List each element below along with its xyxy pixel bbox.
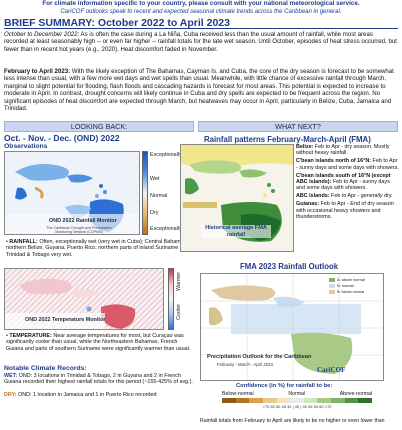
legend-cooler: Cooler (176, 304, 182, 320)
outlook-map: A: above normal N: normal B: below norma… (200, 273, 384, 381)
wet-text: OND: 3 locations in Trinidad & Tobago, 2… (4, 373, 193, 386)
rainfall-summary: • RAINFALL: Often, exceptionally wet (ve… (6, 239, 188, 258)
rainfall-text: Often, exceptionally wet (very wet in Cu… (6, 239, 188, 258)
confidence-above: Above-normal (339, 391, 372, 397)
outlook-map-legend: A: above normal N: normal B: below norma… (337, 277, 365, 295)
confidence-categories: Below-normal Normal Above-normal (222, 391, 372, 397)
region-belize: Belize: Feb to Apr - dry season. Mostly … (296, 144, 400, 157)
legend-dry: Dry (150, 210, 159, 216)
outlook-legend-normal: N: normal (337, 284, 354, 288)
belize-shape (15, 187, 27, 200)
temperature-summary: • TEMPERATURE: Near average temperatures… (6, 333, 191, 352)
region-north-16-text: Feb to Apr - sunny days and some days wi… (296, 158, 399, 171)
legend-exceptionally-dry: Exceptionally dry (150, 226, 191, 232)
wet-record: WET: OND: 3 locations in Trinidad & Toba… (4, 373, 194, 386)
region-guianas-text: Feb to Apr - End of dry season with occa… (296, 201, 394, 221)
temperature-text: Near average temperatures for most, but … (6, 333, 191, 352)
rainfall-map-credit: The Caribbean Drought and Precipitation … (46, 226, 112, 234)
region-south-16-name: C'bean islands south of 16°N (except ABC… (296, 172, 391, 186)
outlook-legend-below: B: below normal (337, 290, 365, 294)
ond-title: Oct. - Nov. - Dec. (OND) 2022 (4, 133, 120, 143)
region-guianas: Guianas: Feb to Apr - End of dry season … (296, 201, 400, 220)
summary-1-lead: October to December 2022: (4, 31, 80, 38)
region-abc-name: ABC Islands: (296, 193, 330, 200)
rainfall-legend-bar (142, 151, 148, 235)
region-south-16: C'bean islands south of 16°N (except ABC… (296, 173, 400, 192)
legend-normal: Normal (150, 193, 168, 199)
legend-wet: Wet (150, 176, 160, 182)
region-south-16-text: Feb to Apr - sunny days and some days wi… (296, 179, 390, 192)
page-title: BRIEF SUMMARY: October 2022 to April 202… (4, 17, 398, 29)
region-guianas-name: Guianas: (296, 201, 320, 208)
summary-paragraph-1: October to December 2022: As is often th… (4, 31, 398, 53)
rainfall-map-svg (5, 152, 139, 234)
region-list: Belize: Feb to Apr - dry season. Mostly … (296, 144, 400, 220)
top-banner: For climate information specific to your… (0, 0, 402, 16)
region-north-16: C'bean islands north of 16°N: Feb to Apr… (296, 158, 400, 171)
looking-back-header: LOOKING BACK: (4, 121, 194, 132)
summary-1-text: As is often the case during a La Niña, C… (4, 31, 397, 53)
records-title: Notable Climate Records: (4, 365, 87, 372)
outlook-map-svg (201, 274, 383, 380)
confidence-scale: >70 60 50 45 40 | 40 | 40 45 50 60 >70 (262, 404, 332, 409)
legend-exceptionally-wet: Exceptionally wet (150, 152, 192, 158)
temperature-legend-bar (168, 268, 174, 330)
region-abc-text: Feb to Apr - generally dry. (329, 193, 393, 200)
temperature-monitor-map: OND 2022 Temperature Monitor (4, 268, 164, 330)
region-north-16-name: C'bean islands north of 16°N: (296, 158, 372, 165)
outlook-footer-note: Rainfall totals from February to April a… (200, 418, 385, 424)
what-next-header: WHAT NEXT? (198, 121, 398, 132)
legend-warmer: Warmer (176, 272, 182, 291)
rainfall-lead: RAINFALL: (9, 239, 38, 245)
outlook-legend-above: A: above normal (337, 278, 365, 282)
caricof-logo: CariCOF (317, 366, 346, 374)
confidence-title: Confidence (in %) for rainfall to be: (236, 383, 333, 389)
temperature-map-svg (5, 269, 163, 329)
region-belize-text: Feb to Apr - dry season. Mostly without … (296, 144, 390, 157)
wet-lead: WET: (4, 373, 18, 379)
dry-lead: DRY: (4, 392, 17, 398)
confidence-color-bar (222, 398, 373, 403)
summary-paragraph-2: February to April 2023: With the likely … (4, 68, 398, 112)
temperature-lead: TEMPERATURE: (9, 333, 52, 339)
region-abc: ABC Islands: Feb to Apr - generally dry. (296, 193, 400, 199)
temperature-map-caption: OND 2022 Temperature Monitor (25, 317, 106, 323)
cuba-shape (15, 164, 69, 181)
fma-patterns-title: Rainfall patterns February-March-April (… (204, 135, 371, 144)
outlook-map-title: Precipitation Outlook for the Caribbean (207, 354, 312, 360)
region-belize-name: Belize: (296, 144, 314, 150)
confidence-below: Below-normal (222, 391, 254, 397)
rainfall-map-caption: OND 2022 Rainfall Monitor (49, 218, 117, 224)
historical-map-label: Historical average FMA rainfall (201, 225, 271, 239)
summary-2-lead: February to April 2023: (4, 68, 71, 75)
banner-line-2: CariCOF outlooks speak to recent and exp… (60, 9, 342, 15)
summary-2-text: With the likely exception of The Bahamas… (4, 68, 394, 113)
dry-record: DRY: OND: 1 location in Jamaica and 1 in… (4, 392, 194, 398)
observations-label: Observations (4, 143, 48, 150)
rainfall-monitor-map: OND 2022 Rainfall Monitor The Caribbean … (4, 151, 140, 235)
historical-fma-map: Historical average FMA rainfall (180, 144, 294, 252)
outlook-map-subtitle: February - March - April 2023 (217, 362, 273, 367)
confidence-normal: Normal (288, 391, 306, 397)
outlook-title: FMA 2023 Rainfall Outlook (240, 262, 339, 271)
banner-line-1: For climate information specific to your… (42, 0, 360, 7)
dry-text: OND: 1 location in Jamaica and 1 in Puer… (16, 392, 157, 398)
hispaniola-shape (67, 174, 93, 183)
